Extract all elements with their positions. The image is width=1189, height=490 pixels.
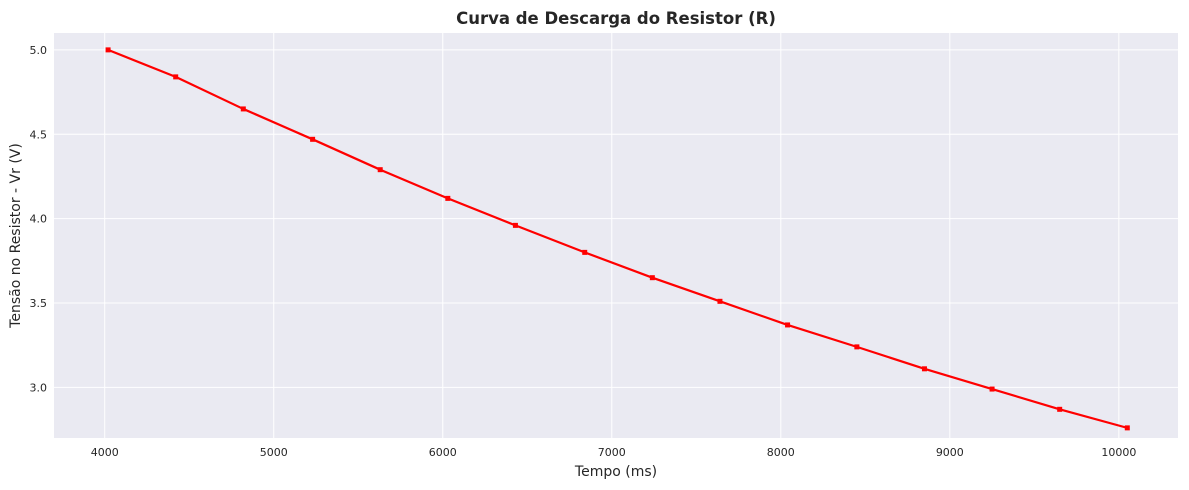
chart-title: Curva de Descarga do Resistor (R) xyxy=(456,9,776,28)
plot-area xyxy=(54,33,1178,438)
data-point xyxy=(173,74,179,80)
data-point xyxy=(854,344,860,350)
data-point xyxy=(1124,425,1130,431)
x-tick-label: 10000 xyxy=(1101,446,1136,459)
data-point xyxy=(377,167,383,173)
y-tick-label: 4.5 xyxy=(30,128,48,141)
x-tick-label: 8000 xyxy=(767,446,795,459)
y-axis-label: Tensão no Resistor - Vr (V) xyxy=(8,143,24,329)
x-tick-label: 9000 xyxy=(936,446,964,459)
data-point xyxy=(921,366,927,372)
tick-labels: 4000 5000 6000 7000 8000 9000 10000 3.0 3.5 4.0 4.… xyxy=(30,44,1137,459)
series-line xyxy=(107,48,1128,429)
x-tick-label: 6000 xyxy=(429,446,457,459)
grid xyxy=(54,33,1178,438)
data-point xyxy=(717,298,723,304)
data-point xyxy=(649,275,655,281)
data-point xyxy=(310,136,316,142)
y-tick-label: 4.0 xyxy=(30,213,48,226)
x-tick-label: 7000 xyxy=(598,446,626,459)
data-point xyxy=(240,106,246,112)
y-tick-label: 3.5 xyxy=(30,297,48,310)
y-tick-label: 5.0 xyxy=(30,44,48,57)
data-point xyxy=(445,195,451,201)
data-point xyxy=(105,47,111,53)
x-axis-label: Tempo (ms) xyxy=(574,464,657,480)
data-point xyxy=(512,222,518,228)
x-tick-label: 4000 xyxy=(91,446,119,459)
x-tick-label: 5000 xyxy=(260,446,288,459)
data-point xyxy=(582,249,588,255)
data-point xyxy=(785,322,791,328)
series-layer xyxy=(105,47,1130,431)
data-point xyxy=(989,386,995,392)
data-point xyxy=(1057,406,1063,412)
y-tick-label: 3.0 xyxy=(30,381,48,394)
